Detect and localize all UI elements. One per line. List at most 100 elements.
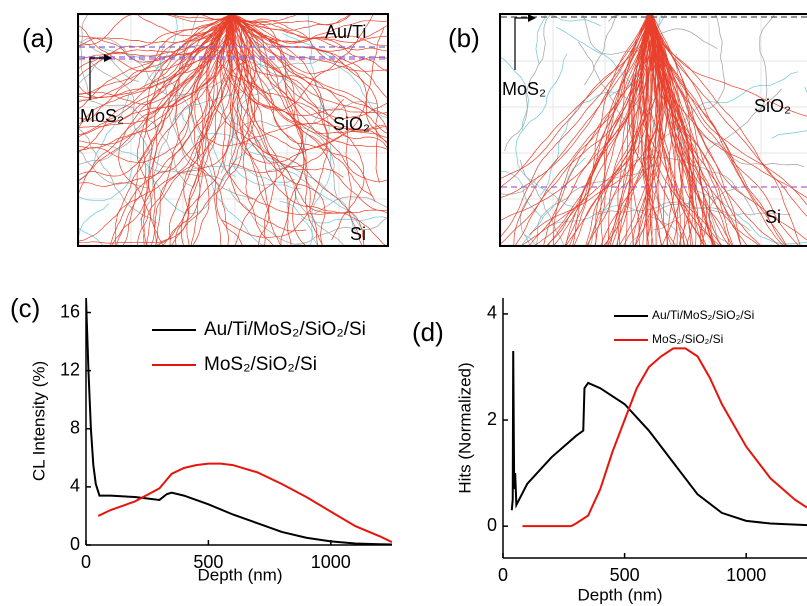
trajectory	[79, 203, 110, 237]
trajectory	[136, 15, 232, 245]
trajectory	[227, 15, 387, 150]
simulation-image-a	[79, 15, 387, 245]
trajectory	[609, 15, 653, 245]
trajectory	[309, 97, 332, 245]
trajectory	[79, 15, 230, 47]
trajectory	[222, 15, 277, 245]
layer-label: Au/Ti	[325, 22, 366, 42]
arrow-head	[104, 54, 112, 62]
trajectory	[232, 15, 387, 183]
trajectory	[109, 15, 235, 245]
trajectory	[79, 15, 231, 177]
layer-label: MoS₂	[80, 106, 124, 126]
trajectory	[582, 15, 718, 55]
trajectory	[201, 15, 235, 21]
trajectory	[233, 15, 376, 203]
trajectory	[231, 15, 387, 75]
trajectory	[229, 15, 387, 52]
trajectory	[648, 15, 695, 245]
trajectory	[137, 15, 235, 37]
trajectory	[233, 15, 306, 245]
trajectory	[230, 15, 387, 164]
trajectory	[314, 196, 387, 214]
trajectory	[229, 15, 350, 26]
y-tick-label: 4	[70, 476, 80, 496]
trajectory	[547, 15, 655, 245]
trajectory	[549, 15, 601, 27]
trajectory	[111, 15, 235, 245]
trajectory	[501, 174, 540, 195]
trajectory	[231, 15, 387, 47]
trajectory	[639, 15, 662, 245]
legend-label: MoS₂/SiO₂/Si	[204, 354, 317, 375]
trajectory	[230, 15, 297, 23]
trajectory	[137, 15, 232, 245]
x-tick-label: 0	[498, 565, 508, 585]
trajectory	[566, 15, 659, 245]
trajectory	[647, 15, 807, 206]
trajectory	[515, 53, 575, 208]
trajectory	[230, 69, 301, 190]
y-tick-label: 0	[70, 534, 80, 554]
trajectory	[232, 15, 318, 245]
panel-label: (b)	[448, 23, 480, 53]
trajectory	[543, 15, 653, 245]
trajectory	[652, 15, 678, 245]
trajectory	[114, 15, 232, 245]
image-frame	[499, 13, 807, 247]
trajectory	[501, 15, 650, 179]
trajectory	[646, 15, 658, 245]
trajectory	[221, 15, 351, 216]
y-tick-label: 8	[70, 418, 80, 438]
trajectory	[595, 15, 650, 245]
trajectory	[771, 130, 807, 139]
trajectory	[652, 15, 787, 245]
trajectory	[625, 15, 649, 245]
pointer-arrow	[514, 17, 528, 70]
trajectory	[79, 99, 195, 188]
trajectory	[228, 15, 270, 245]
trajectory	[629, 203, 751, 245]
trajectory	[79, 15, 235, 164]
data-line	[510, 351, 807, 527]
trajectory	[232, 15, 387, 52]
trajectory	[647, 15, 807, 217]
trajectory	[80, 15, 93, 100]
simulation-image-b	[501, 15, 807, 245]
trajectory	[79, 128, 157, 224]
trajectory	[674, 53, 805, 168]
trajectory	[79, 92, 130, 181]
trajectory	[648, 15, 733, 245]
trajectory	[79, 15, 232, 99]
trajectory	[650, 15, 681, 245]
trajectory	[231, 15, 387, 99]
trajectory	[702, 15, 726, 111]
trajectory	[535, 15, 546, 65]
layer-label: Si	[350, 224, 366, 244]
trajectory	[234, 15, 387, 119]
trajectory	[649, 15, 713, 245]
x-tick-label: 500	[193, 552, 223, 572]
legend-label: Au/Ti/MoS₂/SiO₂/Si	[652, 308, 754, 322]
trajectory	[123, 15, 230, 245]
trajectory	[180, 111, 300, 245]
trajectory	[653, 88, 782, 231]
trajectory	[79, 37, 235, 97]
layer-label: SiO₂	[754, 96, 791, 116]
trajectory	[647, 15, 705, 245]
trajectory	[79, 15, 230, 73]
trajectory	[650, 15, 716, 245]
trajectory	[79, 15, 232, 95]
trajectory	[649, 15, 684, 245]
trajectory	[564, 15, 649, 245]
trajectory	[521, 15, 653, 245]
y-tick-label: 16	[60, 301, 80, 321]
trajectory	[230, 15, 365, 245]
plot-area	[86, 298, 392, 546]
trajectory	[226, 15, 387, 116]
trajectory	[521, 157, 586, 245]
trajectory	[79, 15, 234, 182]
trajectory	[79, 15, 231, 99]
